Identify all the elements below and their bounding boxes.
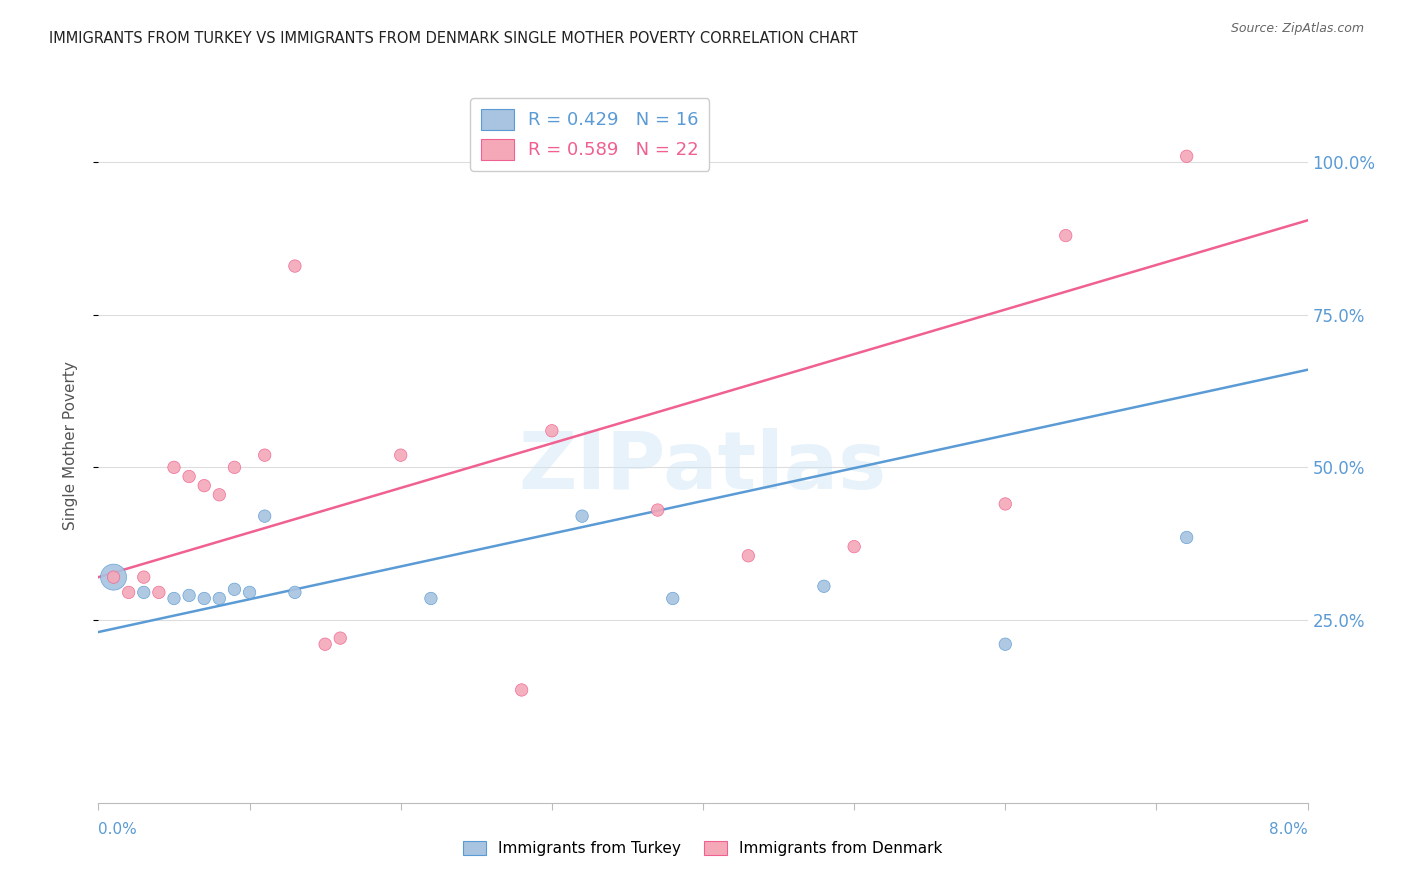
Point [224, 460, 246, 475]
Point [103, 570, 125, 584]
Point [420, 591, 443, 606]
Point [662, 591, 685, 606]
Text: ZIPatlas: ZIPatlas [519, 428, 887, 507]
Legend: R = 0.429   N = 16, R = 0.589   N = 22: R = 0.429 N = 16, R = 0.589 N = 22 [470, 98, 710, 170]
Point [179, 469, 201, 483]
Text: Source: ZipAtlas.com: Source: ZipAtlas.com [1230, 22, 1364, 36]
Point [844, 540, 866, 554]
Point [132, 570, 155, 584]
Point [813, 579, 835, 593]
Point [193, 591, 215, 606]
Legend: Immigrants from Turkey, Immigrants from Denmark: Immigrants from Turkey, Immigrants from … [457, 835, 949, 862]
Point [571, 509, 593, 524]
Point [224, 582, 246, 597]
Point [239, 585, 262, 599]
Point [163, 591, 186, 606]
Point [208, 591, 231, 606]
Point [132, 585, 155, 599]
Point [284, 585, 307, 599]
Text: IMMIGRANTS FROM TURKEY VS IMMIGRANTS FROM DENMARK SINGLE MOTHER POVERTY CORRELAT: IMMIGRANTS FROM TURKEY VS IMMIGRANTS FRO… [49, 31, 858, 46]
Point [284, 259, 307, 273]
Point [1054, 228, 1077, 243]
Point [148, 585, 170, 599]
Point [994, 497, 1017, 511]
Point [103, 570, 125, 584]
Point [994, 637, 1017, 651]
Point [118, 585, 141, 599]
Point [541, 424, 564, 438]
Point [1175, 149, 1198, 163]
Point [163, 460, 186, 475]
Point [389, 448, 412, 462]
Text: 0.0%: 0.0% [98, 822, 138, 837]
Point [193, 478, 215, 492]
Point [208, 488, 231, 502]
Point [647, 503, 669, 517]
Point [253, 509, 276, 524]
Point [253, 448, 276, 462]
Point [314, 637, 336, 651]
Point [737, 549, 759, 563]
Point [510, 683, 533, 698]
Point [179, 589, 201, 603]
Y-axis label: Single Mother Poverty: Single Mother Poverty [63, 361, 77, 531]
Point [329, 631, 352, 645]
Point [1175, 531, 1198, 545]
Text: 8.0%: 8.0% [1268, 822, 1308, 837]
